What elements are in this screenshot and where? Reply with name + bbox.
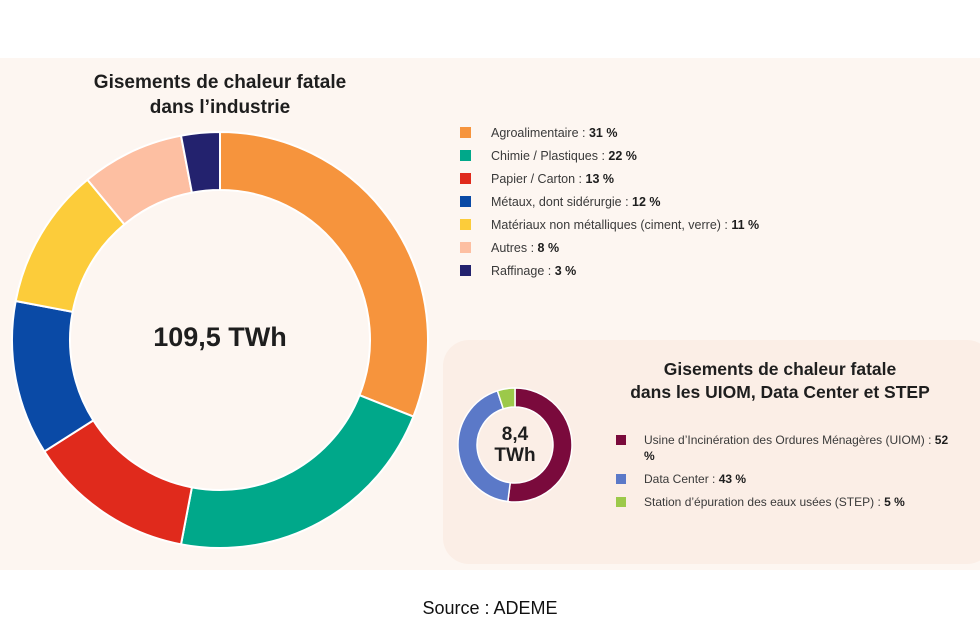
main-legend-swatch-7 [460, 265, 471, 276]
secondary-chart-title-line-1: Gisements de chaleur fatale [663, 359, 897, 379]
main-donut-slice-4 [11, 299, 95, 453]
main-legend-item-4: Métaux, dont sidérurgie : 12 % [460, 190, 759, 213]
secondary-legend-item-3: Station d’épuration des eaux usées (STEP… [616, 494, 956, 510]
main-legend-category-5: Matériaux non métalliques (ciment, verre… [491, 217, 732, 232]
main-legend-item-3: Papier / Carton : 13 % [460, 167, 759, 190]
secondary-donut-center-unit: TWh [494, 445, 536, 466]
secondary-legend-category-2: Data Center : [644, 472, 719, 486]
main-legend-swatch-1 [460, 127, 471, 138]
secondary-legend-category-3: Station d’épuration des eaux usées (STEP… [644, 495, 885, 509]
main-legend-label-6: Autres : 8 % [491, 241, 559, 255]
main-legend-item-7: Raffinage : 3 % [460, 259, 759, 282]
main-legend-value-3: 13 % [585, 171, 615, 186]
secondary-legend: Usine d’Incinération des Ordures Ménagèr… [616, 432, 956, 517]
main-legend-value-4: 12 % [632, 194, 661, 209]
main-legend-label-2: Chimie / Plastiques : 22 % [491, 149, 637, 163]
secondary-legend-value-2: 43 % [718, 472, 747, 486]
main-chart-title-line-1: Gisements de chaleur fatale [93, 72, 347, 93]
source-caption: Source : ADEME [422, 598, 558, 618]
main-legend-value-5: 11 % [731, 217, 760, 232]
secondary-donut-center-label: 8,4 TWh [485, 424, 545, 466]
secondary-donut-slice-3 [496, 387, 516, 410]
secondary-legend-label-3: Station d’épuration des eaux usées (STEP… [644, 494, 905, 510]
main-chart-title-line-2: dans l’industrie [149, 97, 291, 118]
main-legend-label-7: Raffinage : 3 % [491, 264, 576, 278]
main-legend-category-1: Agroalimentaire : [491, 125, 589, 140]
secondary-legend-swatch-2 [616, 474, 626, 484]
secondary-legend-swatch-3 [616, 497, 626, 507]
main-donut-slice-3 [42, 418, 194, 546]
secondary-donut-center-value: 8,4 [501, 424, 529, 445]
main-legend-value-7: 3 % [554, 263, 577, 278]
main-donut-slice-1 [219, 130, 429, 418]
main-donut-chart [11, 130, 429, 549]
main-legend-category-4: Métaux, dont sidérurgie : [491, 194, 633, 209]
main-legend-item-5: Matériaux non métalliques (ciment, verre… [460, 213, 759, 236]
secondary-legend-item-1: Usine d’Incinération des Ordures Ménagèr… [616, 432, 956, 464]
secondary-legend-value-1: 52 % [644, 433, 949, 463]
main-legend: Agroalimentaire : 31 % Chimie / Plastique… [460, 121, 759, 282]
secondary-chart-title-line-2: dans les UIOM, Data Center et STEP [630, 382, 930, 402]
main-legend-label-4: Métaux, dont sidérurgie : 12 % [491, 195, 661, 209]
main-legend-item-6: Autres : 8 % [460, 236, 759, 259]
main-legend-swatch-4 [460, 196, 471, 207]
main-donut-slice-2 [179, 393, 415, 549]
secondary-legend-item-2: Data Center : 43 % [616, 471, 956, 487]
main-legend-swatch-6 [460, 242, 471, 253]
main-legend-item-2: Chimie / Plastiques : 22 % [460, 144, 759, 167]
main-donut-center-label: 109,5 TWh [153, 322, 287, 352]
main-legend-item-1: Agroalimentaire : 31 % [460, 121, 759, 144]
main-legend-label-3: Papier / Carton : 13 % [491, 172, 614, 186]
secondary-legend-label-2: Data Center : 43 % [644, 471, 746, 487]
main-legend-swatch-2 [460, 150, 471, 161]
main-legend-label-5: Matériaux non métalliques (ciment, verre… [491, 218, 759, 232]
main-legend-category-2: Chimie / Plastiques : [491, 148, 609, 163]
secondary-chart-title: Gisements de chaleur fatale dans les UIO… [600, 358, 960, 404]
secondary-donut-slice-2 [457, 389, 512, 503]
secondary-donut-chart [457, 387, 573, 503]
secondary-legend-swatch-1 [616, 435, 626, 445]
main-legend-value-1: 31 % [588, 125, 618, 140]
secondary-chart-card [443, 340, 980, 564]
main-donut-slice-7 [179, 130, 221, 194]
main-legend-label-1: Agroalimentaire : 31 % [491, 126, 617, 140]
main-legend-category-3: Papier / Carton : [491, 171, 586, 186]
main-legend-value-2: 22 % [608, 148, 637, 163]
main-legend-swatch-5 [460, 219, 471, 230]
secondary-legend-value-3: 5 % [884, 495, 905, 509]
main-legend-swatch-3 [460, 173, 471, 184]
secondary-legend-category-1: Usine d’Incinération des Ordures Ménagèr… [644, 433, 935, 447]
secondary-legend-label-1: Usine d’Incinération des Ordures Ménagèr… [644, 432, 956, 464]
main-legend-category-6: Autres : [491, 240, 538, 255]
main-legend-category-7: Raffinage : [491, 263, 555, 278]
main-legend-value-6: 8 % [537, 240, 560, 255]
main-chart-title: Gisements de chaleur fatale dans l’indus… [60, 70, 380, 120]
secondary-donut-slice-1 [507, 387, 573, 503]
